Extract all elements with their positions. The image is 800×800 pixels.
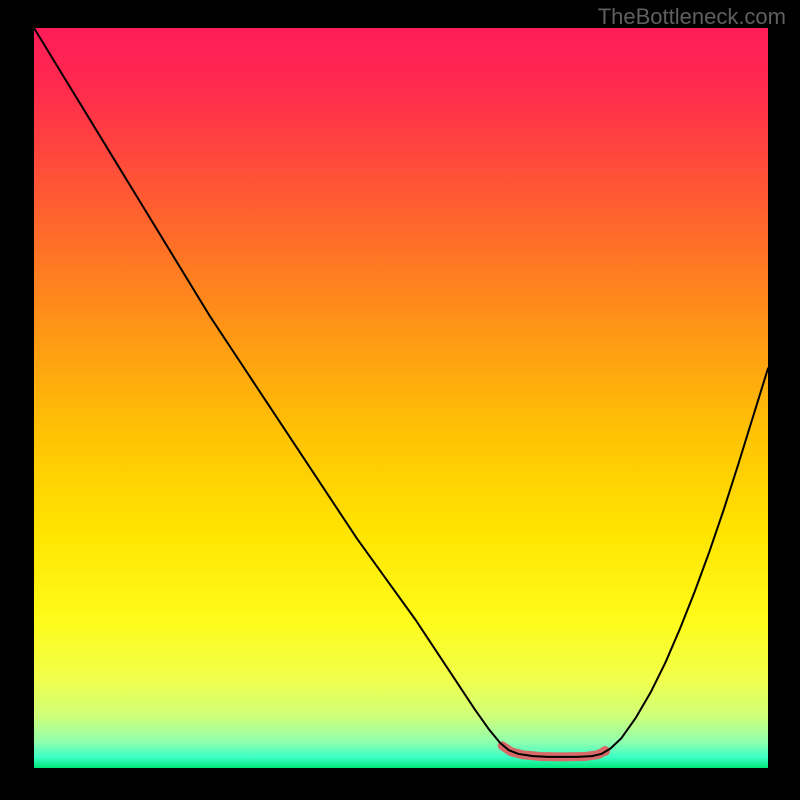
chart-root: TheBottleneck.com — [0, 0, 800, 800]
plot-area — [34, 28, 768, 768]
watermark-text: TheBottleneck.com — [598, 4, 786, 30]
gradient-background — [34, 28, 768, 768]
